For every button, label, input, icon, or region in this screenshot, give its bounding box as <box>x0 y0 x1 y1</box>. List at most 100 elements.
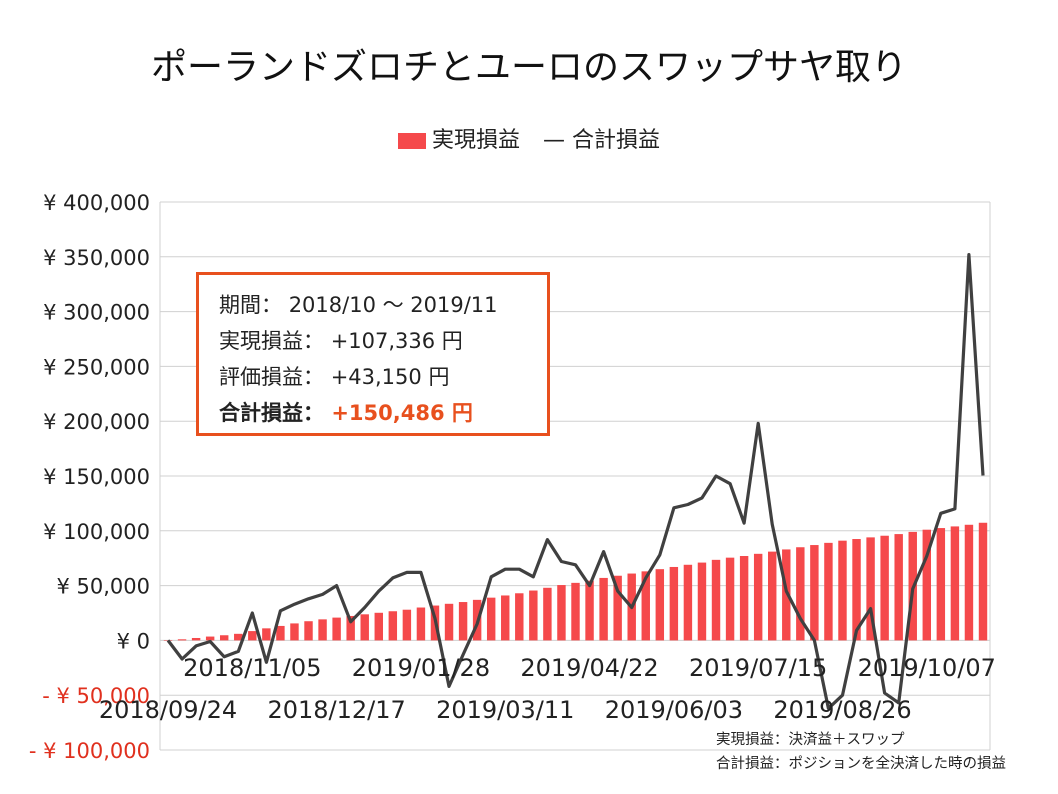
bar-29 <box>571 582 580 641</box>
y-tick-label-10: - ¥ 100,000 <box>29 739 150 763</box>
bar-38 <box>697 562 707 641</box>
bar-21 <box>458 602 468 641</box>
bar-8 <box>276 625 285 641</box>
y-tick-label-5: ¥ 150,000 <box>43 465 150 489</box>
bar-10 <box>304 621 313 641</box>
y-tick-label-0: ¥ 400,000 <box>43 191 150 215</box>
bar-3 <box>205 636 215 641</box>
y-tick-label-3: ¥ 250,000 <box>43 355 150 379</box>
period-row: 期間： 2018/10 ～ 2019/11 <box>219 287 547 323</box>
bar-12 <box>332 617 341 641</box>
bar-36 <box>669 566 679 641</box>
bar-42 <box>753 553 763 641</box>
legend-total-label: 合計損益 <box>572 128 661 153</box>
x-axis-ticks: 2018/11/05 2019/01/28 2019/04/22 2019/07/15… <box>99 654 996 724</box>
bar-32 <box>613 575 622 641</box>
bar-47 <box>824 542 833 641</box>
realized-row: 実現損益： +107,336 円 <box>219 323 547 359</box>
bar-20 <box>444 603 454 641</box>
x-tick-label-upper-4: 2019/10/07 <box>858 654 996 682</box>
bar-57 <box>964 524 974 641</box>
line-series-total <box>166 253 985 711</box>
bar-40 <box>725 557 735 641</box>
x-tick-label-upper-0: 2018/11/05 <box>183 654 321 682</box>
realized-value: +107,336 円 <box>330 329 463 353</box>
y-axis-ticks: ¥ 400,000 ¥ 350,000 ¥ 300,000 ¥ 250,000 ¥ 20… <box>29 191 150 763</box>
bar-1 <box>177 639 187 641</box>
y-tick-label-9: - ¥ 50,000 <box>42 684 150 708</box>
bar-5 <box>234 633 243 641</box>
footnote-total: 合計損益：ポジションを全決済した時の損益 <box>716 756 1006 772</box>
total-pl-line <box>166 253 985 711</box>
bar-39 <box>711 559 721 641</box>
bar-16 <box>388 611 398 641</box>
unrealized-row: 評価損益： +43,150 円 <box>219 359 547 395</box>
bar-35 <box>655 569 665 641</box>
chart-title: ポーランドズロチとユーロのスワップサヤ取り <box>150 47 907 88</box>
bar-37 <box>683 564 693 641</box>
legend-item-realized: 実現損益 <box>397 122 520 154</box>
total-value: +150,486 円 <box>331 401 473 425</box>
bar-54 <box>922 529 932 641</box>
total-row: 合計損益： +150,486 円 <box>219 395 547 431</box>
bar-18 <box>416 607 426 641</box>
bar-46 <box>810 545 819 641</box>
footnote-realized: 実現損益：決済益＋スワップ <box>716 732 905 748</box>
bar-48 <box>838 540 847 641</box>
bar-2 <box>191 637 201 641</box>
x-tick-label-lower-1: 2018/12/17 <box>267 696 405 724</box>
bar-58 <box>978 522 988 641</box>
bar-11 <box>318 619 327 641</box>
y-tick-label-4: ¥ 200,000 <box>43 410 150 434</box>
footnotes: 実現損益：決済益＋スワップ 合計損益：ポジションを全決済した時の損益 <box>716 728 1006 776</box>
bar-14 <box>360 614 369 641</box>
bar-15 <box>374 612 383 641</box>
bar-43 <box>768 551 777 641</box>
bar-4 <box>219 635 229 641</box>
bar-series-realized <box>163 522 988 641</box>
bar-51 <box>880 535 889 641</box>
x-tick-label-lower-4: 2019/08/26 <box>773 696 911 724</box>
bar-45 <box>796 547 805 641</box>
bar-49 <box>852 539 861 641</box>
x-tick-label-upper-2: 2019/04/22 <box>520 654 658 682</box>
legend-bar-swatch <box>397 133 426 149</box>
summary-box: 期間： 2018/10 ～ 2019/11 実現損益： +107,336 円 評… <box>196 272 550 436</box>
bar-52 <box>894 534 903 641</box>
bar-13 <box>346 615 355 641</box>
period-label: 期間： <box>219 293 282 317</box>
total-label: 合計損益： <box>219 401 324 425</box>
legend-realized-label: 実現損益 <box>431 128 520 153</box>
y-tick-label-6: ¥ 100,000 <box>43 520 150 544</box>
bar-24 <box>501 595 510 641</box>
x-tick-label-lower-2: 2019/03/11 <box>436 696 574 724</box>
bar-9 <box>290 623 299 641</box>
bar-34 <box>641 571 650 641</box>
y-tick-label-1: ¥ 350,000 <box>43 246 150 270</box>
bar-44 <box>782 549 791 641</box>
bar-25 <box>515 593 524 641</box>
legend-line-swatch: — <box>543 128 565 153</box>
bar-6 <box>248 631 257 641</box>
x-tick-label-upper-3: 2019/07/15 <box>689 654 827 682</box>
unrealized-value: +43,150 円 <box>330 365 450 389</box>
x-tick-label-upper-1: 2019/01/28 <box>352 654 490 682</box>
period-value: 2018/10 ～ 2019/11 <box>288 293 498 317</box>
bar-17 <box>402 609 412 641</box>
legend-item-total: — 合計損益 <box>543 122 660 154</box>
bar-28 <box>557 585 566 641</box>
x-tick-label-lower-3: 2019/06/03 <box>605 696 743 724</box>
y-tick-label-2: ¥ 300,000 <box>43 301 150 325</box>
bar-27 <box>543 587 552 641</box>
bar-50 <box>866 537 875 641</box>
legend: 実現損益 — 合計損益 <box>0 122 1058 154</box>
y-tick-label-8: ¥ 0 <box>117 629 150 653</box>
x-tick-label-lower-0: 2018/09/24 <box>99 696 237 724</box>
unrealized-label: 評価損益： <box>219 365 324 389</box>
bar-31 <box>599 577 608 641</box>
bar-7 <box>262 628 271 641</box>
bar-41 <box>739 556 749 641</box>
bar-55 <box>936 528 946 641</box>
bar-30 <box>585 580 594 641</box>
